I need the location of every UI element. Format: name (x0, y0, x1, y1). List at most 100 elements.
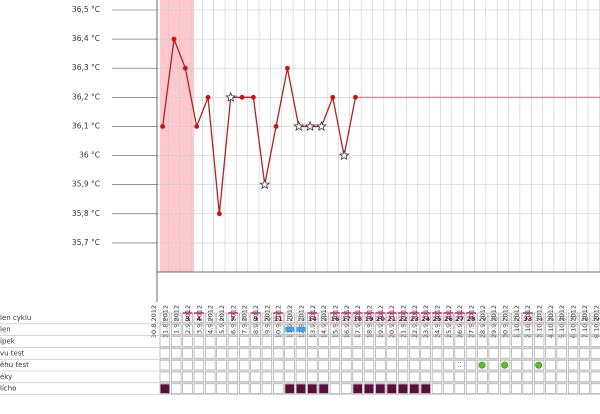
cell (545, 359, 556, 371)
x-tick-label: 21.9.2012 (399, 305, 407, 338)
milk-cell (319, 384, 328, 394)
cell (239, 371, 250, 383)
cell (171, 383, 182, 394)
cell (443, 348, 454, 359)
cell (239, 324, 250, 335)
cell (533, 371, 545, 383)
cell (386, 324, 397, 335)
cell (284, 359, 295, 371)
cell (295, 348, 307, 359)
cell (318, 348, 329, 359)
cell (556, 336, 567, 347)
cell (284, 324, 295, 335)
cell (579, 383, 590, 394)
cell (431, 383, 443, 394)
x-tick-label: 7.10.2012 (581, 305, 589, 338)
cell (261, 312, 273, 324)
cell (307, 348, 318, 359)
cell (216, 336, 227, 347)
day-number: 12 (285, 315, 293, 323)
day-number: 37 (569, 315, 577, 323)
cell (533, 348, 545, 359)
cell (307, 336, 318, 347)
x-tick-label: 6.9.2012 (229, 305, 237, 334)
point (285, 65, 290, 71)
cell (363, 383, 375, 394)
temperature-line (162, 38, 357, 214)
x-tick-label: 4.10.2012 (547, 305, 555, 338)
cell (363, 324, 375, 335)
cell (171, 336, 182, 347)
cell (375, 348, 386, 359)
day-number: 34 (535, 315, 543, 323)
day-number: 31 (501, 315, 509, 323)
cell (352, 383, 363, 394)
cell (261, 371, 273, 383)
day-number: 30 (490, 315, 498, 323)
cell (159, 371, 171, 383)
cell (579, 359, 590, 371)
cell (205, 348, 216, 359)
x-tick-label: 5.10.2012 (558, 305, 566, 338)
point (250, 94, 256, 100)
cell (499, 371, 511, 383)
cell (579, 371, 590, 383)
day-number: 23 (410, 315, 419, 323)
cell (454, 324, 465, 335)
cell (556, 383, 567, 394)
cell (341, 371, 352, 383)
cell (363, 359, 375, 371)
cell (545, 383, 556, 394)
cell (567, 359, 579, 371)
cell (239, 359, 250, 371)
cell (545, 348, 556, 359)
cell (454, 359, 465, 371)
cell (590, 336, 600, 347)
x-tick-label: 7.9.2012 (241, 305, 249, 334)
cell (227, 348, 239, 359)
cell (567, 371, 579, 383)
cell (397, 371, 409, 383)
cell (363, 348, 375, 359)
cell (375, 371, 386, 383)
day-number: 22 (398, 315, 407, 323)
cell (216, 359, 227, 371)
cell (284, 383, 295, 394)
cell (193, 324, 205, 335)
x-tick-label: 5.9.2012 (218, 305, 226, 334)
cell (318, 371, 329, 383)
cell (567, 383, 579, 394)
cell (193, 336, 205, 347)
cell (386, 383, 397, 394)
cell (261, 383, 273, 394)
cell (386, 359, 397, 371)
cell (420, 359, 431, 371)
cell (522, 371, 533, 383)
day-number: 20 (376, 315, 386, 323)
x-tick-label: 6.10.2012 (570, 305, 578, 338)
cell (295, 336, 307, 347)
cell (159, 359, 171, 371)
cell (329, 371, 341, 383)
cell (590, 312, 600, 324)
cell (250, 359, 261, 371)
day-number: 19 (364, 315, 374, 323)
y-tick-label: 36,1 °C (72, 121, 100, 130)
x-tick-label: 10.9.2012 (275, 305, 283, 338)
point (330, 94, 336, 100)
cell (499, 383, 511, 394)
cell (511, 359, 522, 371)
day-number: 32 (512, 315, 520, 323)
cell (250, 336, 261, 347)
cell (227, 324, 239, 335)
day-number: 36 (558, 315, 566, 323)
cell (386, 336, 397, 347)
cell (182, 383, 193, 394)
cell (375, 383, 386, 394)
y-tick-label: 35,7 °C (72, 238, 100, 247)
cell (409, 336, 420, 347)
cell (352, 336, 363, 347)
cell (409, 383, 420, 394)
cell (511, 324, 522, 335)
cell (443, 371, 454, 383)
